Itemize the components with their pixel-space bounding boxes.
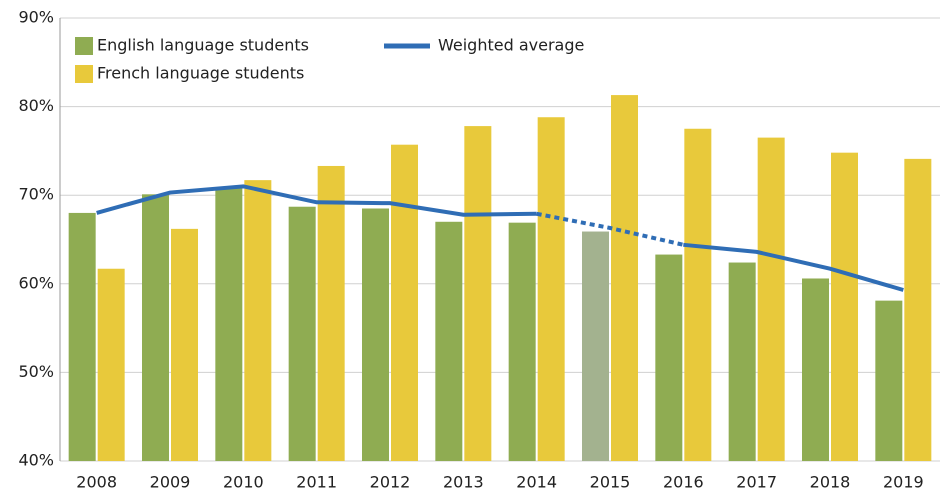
x-tick-label: 2019 xyxy=(883,473,924,492)
x-tick-label: 2016 xyxy=(663,473,704,492)
bar xyxy=(904,158,932,461)
y-tick-label: 90% xyxy=(18,8,54,27)
bar xyxy=(362,208,389,461)
legend-swatch xyxy=(75,37,93,55)
legend-label: French language students xyxy=(97,64,304,83)
line xyxy=(96,184,537,217)
bar xyxy=(728,262,756,461)
bar xyxy=(875,300,903,461)
legend-swatch xyxy=(75,65,93,83)
y-tick-label: 60% xyxy=(18,273,54,292)
x-tick-label: 2018 xyxy=(810,473,851,492)
x-tick-label: 2013 xyxy=(443,473,484,492)
y-tick-label: 70% xyxy=(18,185,54,204)
bar xyxy=(757,137,785,462)
bar xyxy=(142,194,169,461)
line xyxy=(683,242,904,292)
x-tick-label: 2011 xyxy=(296,473,337,492)
bar xyxy=(684,128,712,461)
bar xyxy=(831,152,858,461)
bar xyxy=(611,95,638,461)
y-tick-label: 80% xyxy=(18,96,54,115)
line-dashed xyxy=(536,211,684,247)
x-tick-label: 2008 xyxy=(76,473,117,492)
x-tick-label: 2012 xyxy=(370,473,411,492)
legend-label: English language students xyxy=(97,36,309,55)
bar xyxy=(537,117,565,462)
bar xyxy=(655,254,683,461)
x-tick-label: 2014 xyxy=(516,473,557,492)
y-tick-label: 50% xyxy=(18,362,54,381)
bar xyxy=(582,231,609,461)
x-tick-label: 2015 xyxy=(590,473,631,492)
x-tick-label: 2017 xyxy=(736,473,777,492)
x-tick-label: 2010 xyxy=(223,473,264,492)
bar xyxy=(68,212,96,461)
bar xyxy=(435,221,463,461)
x-tick-label: 2009 xyxy=(150,473,191,492)
bar xyxy=(244,180,272,461)
y-tick-label: 40% xyxy=(18,451,54,470)
bar xyxy=(317,165,345,461)
bar xyxy=(391,144,418,461)
bar xyxy=(288,206,316,461)
bar xyxy=(802,278,829,461)
bar xyxy=(171,228,198,461)
legend-label: Weighted average xyxy=(438,36,584,55)
bar xyxy=(97,268,125,461)
bar xyxy=(215,188,243,461)
bar xyxy=(464,126,492,461)
bar xyxy=(508,222,536,461)
